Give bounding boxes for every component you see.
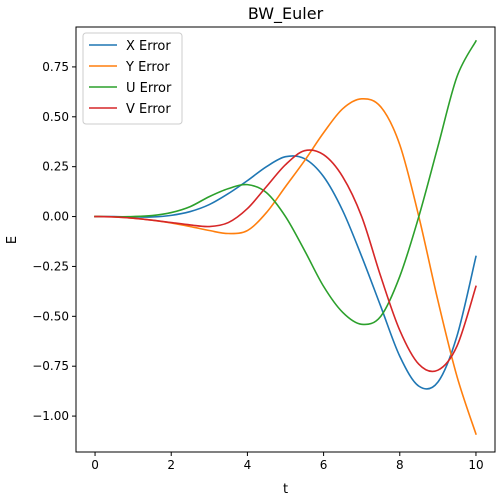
plot-frame bbox=[75, 26, 496, 453]
x-tick-label: 2 bbox=[167, 458, 175, 472]
y-tick-label: 0.75 bbox=[42, 60, 69, 74]
x-tick-label: 4 bbox=[244, 458, 252, 472]
series-line-4 bbox=[94, 149, 477, 373]
y-tick-label: 0.25 bbox=[42, 160, 69, 174]
y-tick-label: 0.00 bbox=[42, 210, 69, 224]
plot-lines bbox=[94, 39, 478, 436]
legend-label: U Error bbox=[126, 81, 172, 96]
x-tick-label: 10 bbox=[468, 458, 483, 472]
chart-title: BW_Euler bbox=[248, 4, 324, 24]
x-axis-label: t bbox=[283, 482, 288, 497]
legend: X Error Y Error U Error V Error bbox=[82, 32, 183, 125]
y-axis-label: E bbox=[5, 236, 20, 244]
legend-label: V Error bbox=[126, 102, 171, 117]
legend-label: Y Error bbox=[125, 60, 170, 75]
y-tick-label: −1.00 bbox=[32, 409, 69, 423]
x-tick-label: 8 bbox=[396, 458, 404, 472]
y-axis: −1.00 −0.75 −0.50 −0.25 0.00 0.25 0.50 0.75 bbox=[32, 60, 76, 423]
legend-box bbox=[82, 32, 183, 125]
x-tick-label: 6 bbox=[320, 458, 328, 472]
series-line-1 bbox=[94, 155, 477, 390]
y-tick-label: −0.75 bbox=[32, 359, 69, 373]
y-tick-label: −0.50 bbox=[32, 309, 69, 323]
series-line-3 bbox=[94, 39, 478, 326]
x-tick-label: 0 bbox=[91, 458, 99, 472]
x-axis: 0 2 4 6 8 10 bbox=[91, 452, 484, 472]
y-tick-label: −0.25 bbox=[32, 259, 69, 273]
legend-label: X Error bbox=[126, 39, 171, 54]
y-tick-label: 0.50 bbox=[42, 110, 69, 124]
